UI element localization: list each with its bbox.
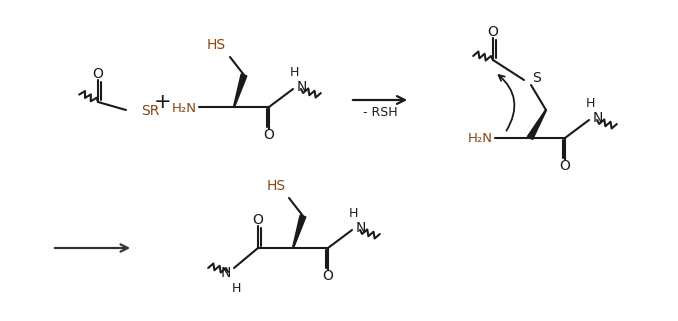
Text: H: H xyxy=(348,207,358,220)
Polygon shape xyxy=(233,74,247,107)
Text: O: O xyxy=(253,213,264,227)
Text: N: N xyxy=(593,111,603,125)
Text: HS: HS xyxy=(267,179,286,193)
Text: H₂N: H₂N xyxy=(172,101,197,115)
Text: O: O xyxy=(93,67,104,81)
Text: O: O xyxy=(559,159,570,173)
Text: H: H xyxy=(290,66,299,79)
Text: O: O xyxy=(323,269,334,283)
Text: S: S xyxy=(532,71,541,85)
Text: - RSH: - RSH xyxy=(363,106,397,118)
Text: O: O xyxy=(264,128,275,142)
Text: N: N xyxy=(356,221,366,235)
Text: H: H xyxy=(585,97,595,110)
Text: HS: HS xyxy=(207,38,226,52)
Text: H₂N: H₂N xyxy=(468,133,493,145)
Polygon shape xyxy=(292,215,306,248)
Text: O: O xyxy=(487,25,498,39)
Text: N: N xyxy=(297,80,307,94)
Text: +: + xyxy=(154,92,172,112)
Text: N: N xyxy=(220,266,231,280)
Text: H: H xyxy=(231,282,241,295)
Polygon shape xyxy=(527,110,546,140)
Text: SR: SR xyxy=(141,104,159,118)
